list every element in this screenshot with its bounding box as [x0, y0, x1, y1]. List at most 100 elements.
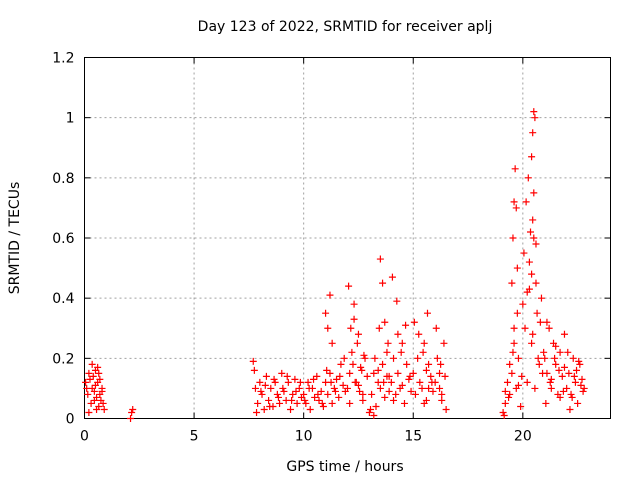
data-point: [254, 399, 262, 407]
data-point: [328, 339, 336, 347]
data-point: [356, 387, 364, 395]
data-point: [532, 240, 540, 248]
data-point: [300, 390, 308, 398]
data-point: [420, 399, 428, 407]
data-point: [425, 360, 433, 368]
data-point: [528, 270, 536, 278]
data-point: [501, 387, 509, 395]
data-point: [253, 408, 261, 416]
data-point: [560, 363, 568, 371]
data-point: [555, 366, 563, 374]
y-tick-label: 0.4: [52, 291, 74, 307]
data-point: [288, 396, 296, 404]
data-point: [324, 324, 332, 332]
data-point: [265, 396, 273, 404]
data-point: [510, 339, 518, 347]
data-point: [552, 342, 560, 350]
data-point: [571, 378, 579, 386]
y-axis-title: SRMTID / TECUs: [7, 182, 23, 295]
data-point: [390, 354, 398, 362]
data-point: [370, 369, 378, 377]
data-point: [530, 234, 538, 242]
data-point: [90, 387, 98, 395]
data-point: [371, 354, 379, 362]
data-point: [273, 390, 281, 398]
data-point: [400, 399, 408, 407]
data-point: [348, 348, 356, 356]
data-point: [398, 381, 406, 389]
data-point: [416, 378, 424, 386]
data-point: [406, 372, 414, 380]
data-point: [535, 360, 543, 368]
data-point: [559, 387, 567, 395]
data-point: [532, 279, 540, 287]
data-point: [359, 390, 367, 398]
data-point: [402, 321, 410, 329]
data-point: [258, 390, 266, 398]
y-tick-label: 1: [66, 111, 75, 127]
data-point: [398, 339, 406, 347]
data-point: [514, 354, 522, 362]
data-point: [95, 369, 103, 377]
data-point: [129, 405, 137, 413]
data-point: [82, 378, 90, 386]
data-point: [257, 387, 265, 395]
data-point: [310, 375, 318, 383]
data-point: [331, 387, 339, 395]
data-point: [552, 360, 560, 368]
data-point: [499, 408, 507, 416]
data-point: [330, 384, 338, 392]
data-point: [522, 198, 530, 206]
data-point: [564, 348, 572, 356]
data-point: [520, 249, 528, 257]
data-point: [319, 402, 327, 410]
data-point: [529, 216, 537, 224]
data-point: [251, 384, 259, 392]
data-point: [579, 387, 587, 395]
data-point: [100, 405, 108, 413]
data-point: [407, 387, 415, 395]
data-point: [306, 405, 314, 413]
data-point: [372, 402, 380, 410]
data-point: [317, 387, 325, 395]
tick-layer: 0 5 10 15 20 0 0.2 0.4 0.6 0.8 1 1.2: [52, 51, 611, 445]
data-point: [438, 390, 446, 398]
data-point: [410, 318, 418, 326]
x-tick-label: 20: [514, 429, 532, 445]
data-point: [358, 366, 366, 374]
data-point: [302, 399, 310, 407]
data-point: [96, 375, 104, 383]
data-point: [527, 228, 535, 236]
data-point: [339, 381, 347, 389]
data-point: [276, 399, 284, 407]
data-point: [346, 399, 354, 407]
data-point: [429, 387, 437, 395]
data-point: [423, 309, 431, 317]
grid-layer: [84, 57, 611, 419]
data-point: [556, 348, 564, 356]
data-point: [301, 396, 309, 404]
data-point: [420, 339, 428, 347]
data-point: [514, 381, 522, 389]
data-point: [383, 348, 391, 356]
data-point: [425, 384, 433, 392]
data-point: [387, 378, 395, 386]
data-point: [291, 375, 299, 383]
data-point: [87, 399, 95, 407]
data-point: [267, 384, 275, 392]
data-point: [84, 390, 92, 398]
data-point: [523, 378, 531, 386]
data-point: [383, 372, 391, 380]
data-point: [556, 393, 564, 401]
data-point: [351, 378, 359, 386]
data-point: [577, 381, 585, 389]
data-point: [438, 396, 446, 404]
data-point: [501, 399, 509, 407]
data-point: [442, 405, 450, 413]
data-point: [560, 330, 568, 338]
data-point: [370, 411, 378, 419]
data-point: [436, 369, 444, 377]
data-point: [518, 372, 526, 380]
data-point: [262, 372, 270, 380]
